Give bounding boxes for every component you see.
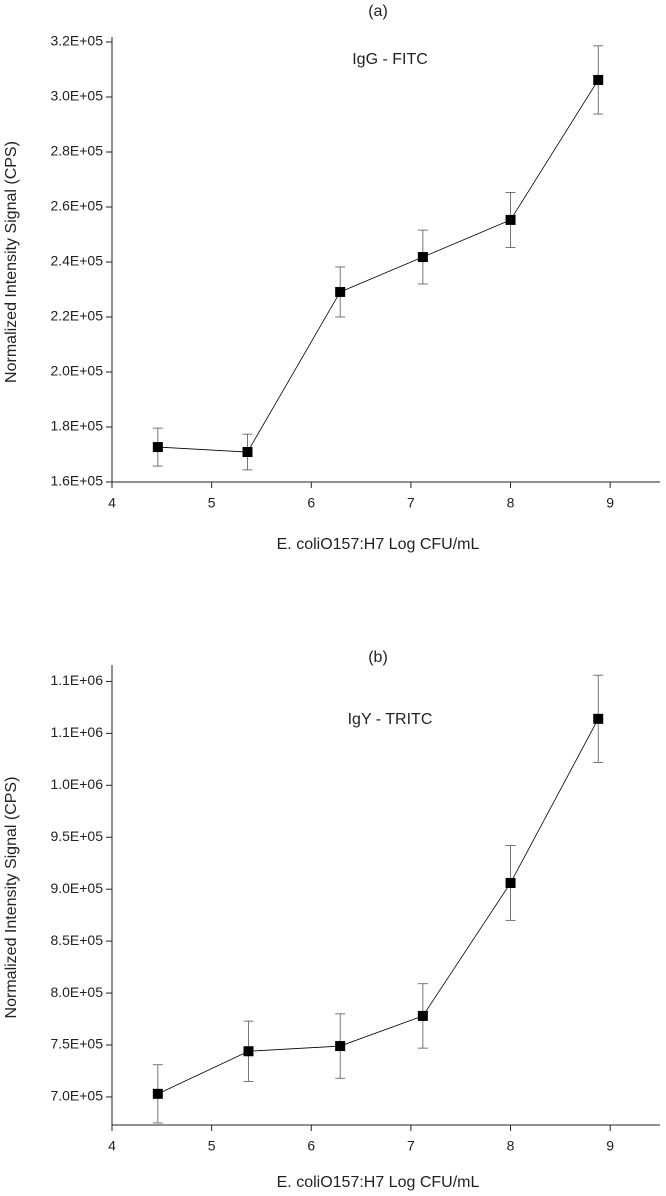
x-tick-label: 5 <box>208 495 216 511</box>
data-point <box>593 74 604 85</box>
data-line <box>157 718 599 1095</box>
chart-title: (a) <box>368 3 388 20</box>
chart-title: (b) <box>368 649 388 666</box>
data-point <box>152 442 163 453</box>
y-axis-label: Normalized Intensity Signal (CPS) <box>3 141 20 383</box>
data-point <box>417 1010 428 1021</box>
data-line <box>157 79 599 453</box>
y-tick-label: 2.6E+05 <box>50 198 103 214</box>
y-tick-label: 1.1E+06 <box>50 724 103 740</box>
x-tick-label: 9 <box>606 495 614 511</box>
x-tick-label: 8 <box>507 1138 515 1154</box>
x-tick-label: 7 <box>407 1138 415 1154</box>
data-point <box>335 286 346 297</box>
x-axis-label: E. coliO157:H7 Log CFU/mL <box>277 1174 480 1191</box>
x-tick-label: 6 <box>307 1138 315 1154</box>
data-point <box>417 252 428 263</box>
y-tick-label: 9.5E+05 <box>50 828 103 844</box>
y-tick-label: 1.0E+06 <box>50 776 103 792</box>
x-tick-label: 4 <box>108 1138 116 1154</box>
y-tick-label: 2.8E+05 <box>50 143 103 159</box>
data-point <box>593 713 604 724</box>
x-tick-label: 5 <box>208 1138 216 1154</box>
y-tick-label: 2.0E+05 <box>50 363 103 379</box>
y-tick-label: 9.0E+05 <box>50 880 103 896</box>
y-tick-label: 7.0E+05 <box>50 1088 103 1104</box>
data-point <box>243 1046 254 1057</box>
y-tick-label: 8.0E+05 <box>50 984 103 1000</box>
y-tick-label: 2.4E+05 <box>50 253 103 269</box>
x-tick-label: 4 <box>108 495 116 511</box>
x-tick-label: 9 <box>606 1138 614 1154</box>
annotation: IgG - FITC <box>352 51 428 68</box>
data-point <box>242 447 253 458</box>
y-tick-label: 1.6E+05 <box>50 473 103 489</box>
y-tick-label: 7.5E+05 <box>50 1036 103 1052</box>
data-point <box>505 214 516 225</box>
x-tick-label: 7 <box>407 495 415 511</box>
y-tick-label: 3.2E+05 <box>50 33 103 49</box>
data-point <box>505 877 516 888</box>
y-tick-label: 1.1E+06 <box>50 672 103 688</box>
x-axis-label: E. coliO157:H7 Log CFU/mL <box>277 536 480 553</box>
y-tick-label: 8.5E+05 <box>50 932 103 948</box>
y-tick-label: 1.8E+05 <box>50 418 103 434</box>
y-tick-label: 3.0E+05 <box>50 88 103 104</box>
x-tick-label: 6 <box>307 495 315 511</box>
y-tick-label: 2.2E+05 <box>50 308 103 324</box>
annotation: IgY - TRITC <box>348 711 433 728</box>
y-axis-label: Normalized Intensity Signal (CPS) <box>3 777 20 1019</box>
data-point <box>335 1041 346 1052</box>
x-tick-label: 8 <box>507 495 515 511</box>
data-point <box>152 1088 163 1099</box>
